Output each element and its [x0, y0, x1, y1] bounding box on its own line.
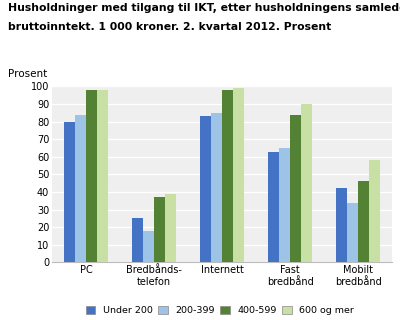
- Bar: [358, 181, 369, 262]
- Bar: [369, 160, 380, 262]
- Bar: [336, 188, 347, 262]
- Bar: [97, 90, 108, 262]
- Bar: [301, 104, 312, 262]
- Text: bruttoinntekt. 1 000 kroner. 2. kvartal 2012. Prosent: bruttoinntekt. 1 000 kroner. 2. kvartal …: [8, 22, 331, 32]
- Bar: [200, 116, 211, 262]
- Bar: [233, 88, 244, 262]
- Text: Husholdninger med tilgang til IKT, etter husholdningens samlede: Husholdninger med tilgang til IKT, etter…: [8, 3, 400, 13]
- Legend: Under 200, 200-399, 400-599, 600 og mer: Under 200, 200-399, 400-599, 600 og mer: [86, 306, 354, 315]
- Bar: [75, 115, 86, 262]
- Bar: [290, 115, 301, 262]
- Bar: [64, 122, 75, 262]
- Bar: [279, 148, 290, 262]
- Bar: [154, 197, 165, 262]
- Bar: [132, 218, 143, 262]
- Bar: [347, 203, 358, 262]
- Bar: [143, 231, 154, 262]
- Bar: [86, 90, 97, 262]
- Bar: [165, 194, 176, 262]
- Bar: [222, 90, 233, 262]
- Bar: [211, 113, 222, 262]
- Text: Prosent: Prosent: [8, 69, 47, 79]
- Bar: [268, 152, 279, 262]
